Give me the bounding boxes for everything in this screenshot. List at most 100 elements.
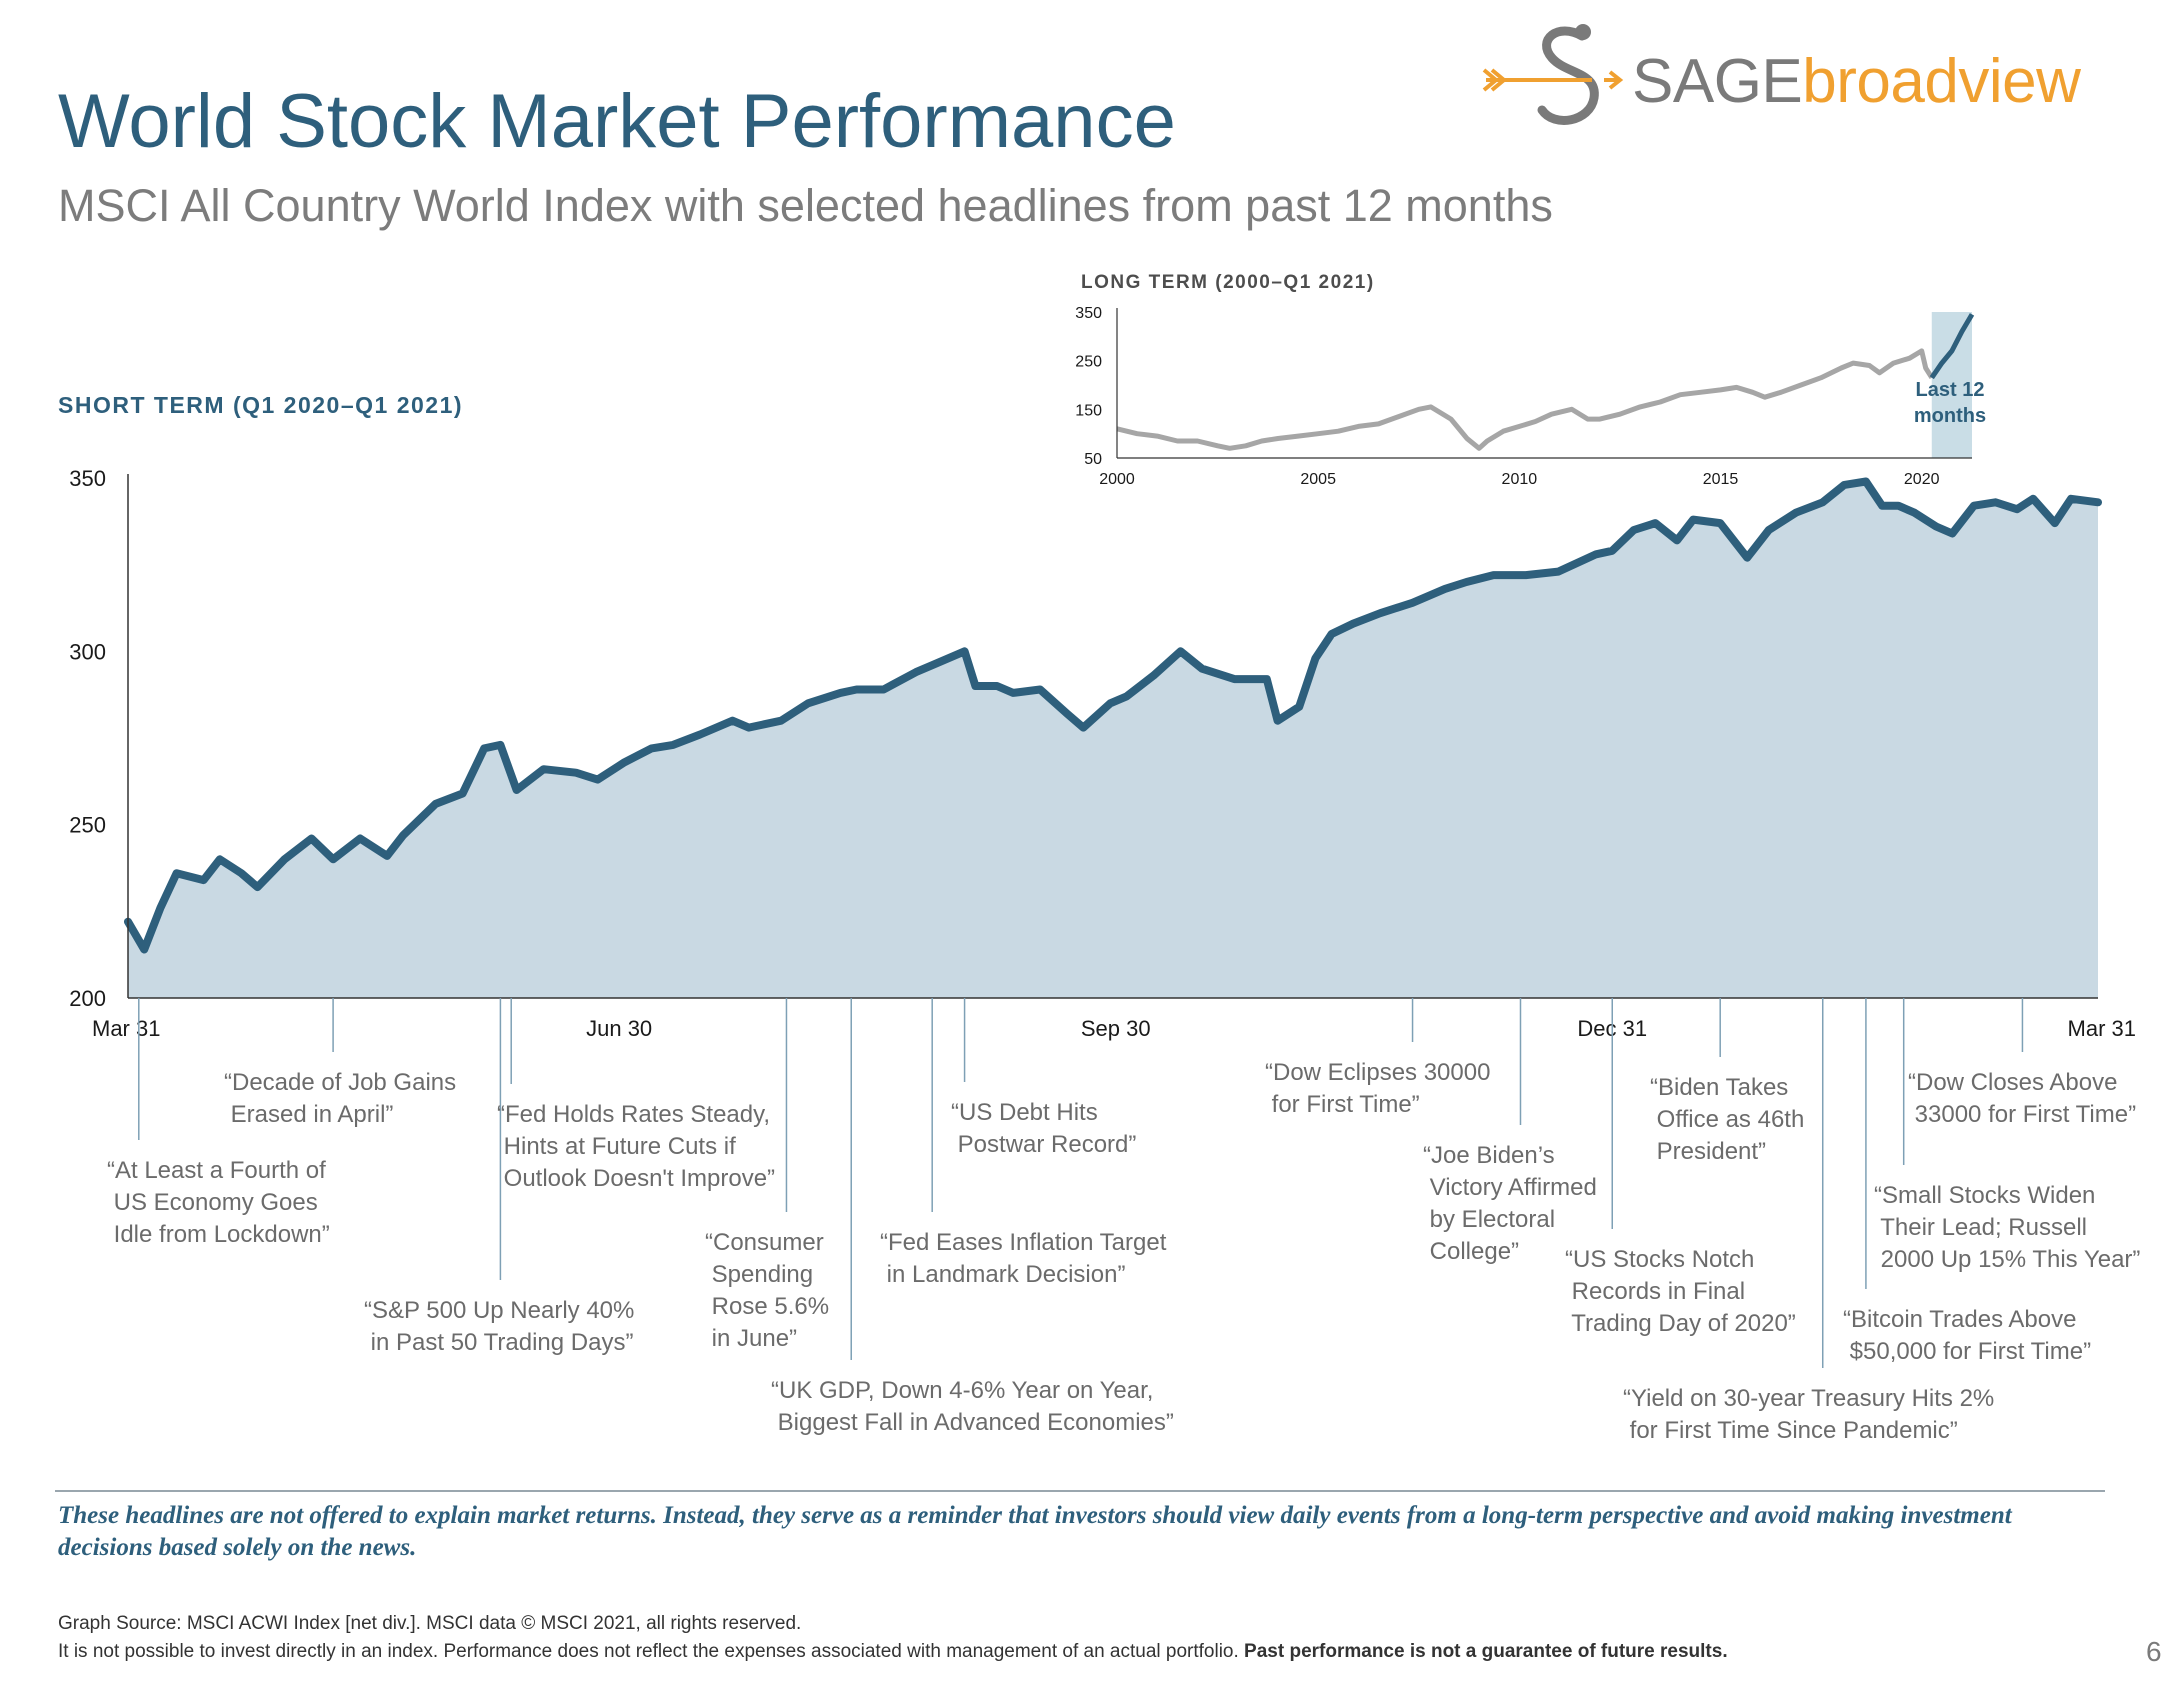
headline-line: Records in Final bbox=[1565, 1278, 1745, 1305]
headline-line: College” bbox=[1423, 1238, 1519, 1265]
y-tick-label: 250 bbox=[69, 813, 106, 838]
headline-annotation: “Fed Eases Inflation Target in Landmark … bbox=[880, 998, 1167, 1288]
headline-annotation: “Fed Holds Rates Steady, Hints at Future… bbox=[497, 998, 775, 1192]
headline-text: “Joe Biden’s Victory Affirmed by Elector… bbox=[1423, 1142, 1597, 1265]
long-term-line-chart: 50 150 250 350 2000 2005 2010 2015 2020 Last 12 mo… bbox=[1075, 305, 1986, 488]
headline-text: “Yield on 30-year Treasury Hits 2% for F… bbox=[1623, 1385, 1994, 1444]
headline-line: Rose 5.6% bbox=[705, 1293, 829, 1320]
headline-line: for First Time” bbox=[1265, 1091, 1420, 1118]
inset-x-tick-label: 2010 bbox=[1502, 471, 1538, 488]
headline-line: “S&P 500 Up Nearly 40% bbox=[364, 1297, 634, 1324]
area-fill bbox=[128, 481, 2098, 998]
headline-line: Erased in April” bbox=[224, 1101, 393, 1128]
annotation-line: Last 12 bbox=[1916, 379, 1985, 401]
logo-sage: SAGE bbox=[1632, 47, 1803, 116]
headline-line: “US Debt Hits bbox=[951, 1099, 1098, 1126]
acwi-index-line bbox=[124, 477, 2102, 954]
long-term-label: LONG TERM (2000–Q1 2021) bbox=[1081, 272, 1375, 293]
headline-line: 2000 Up 15% This Year” bbox=[1874, 1246, 2140, 1273]
annotation-line: months bbox=[1914, 405, 1986, 427]
short-term-label: SHORT TERM (Q1 2020–Q1 2021) bbox=[58, 392, 464, 418]
headline-text: “Fed Eases Inflation Target in Landmark … bbox=[880, 1229, 1167, 1288]
headline-annotation: “Small Stocks Widen Their Lead; Russell … bbox=[1874, 998, 2140, 1273]
headline-annotation: “Dow Eclipses 30000 for First Time” bbox=[1265, 998, 1490, 1118]
headline-line: Spending bbox=[705, 1261, 813, 1288]
page-title: World Stock Market Performance bbox=[58, 79, 1176, 164]
headline-annotation: “Joe Biden’s Victory Affirmed by Elector… bbox=[1423, 998, 1597, 1265]
headline-line: Idle from Lockdown” bbox=[107, 1221, 330, 1248]
headline-annotation: “S&P 500 Up Nearly 40% in Past 50 Tradin… bbox=[364, 998, 634, 1356]
graph-source-note: Graph Source: MSCI ACWI Index [net div.]… bbox=[58, 1613, 802, 1634]
headline-line: “Small Stocks Widen bbox=[1874, 1182, 2095, 1209]
divider-line bbox=[55, 1490, 2105, 1492]
inset-y-tick-label: 50 bbox=[1084, 451, 1102, 468]
headline-text: “At Least a Fourth of US Economy Goes Id… bbox=[107, 1157, 330, 1248]
past-performance-warning: Past performance is not a guarantee of f… bbox=[1244, 1641, 1728, 1662]
headline-line: Office as 46th bbox=[1650, 1106, 1804, 1133]
last-12-months-line bbox=[1929, 313, 1975, 380]
page-subtitle: MSCI All Country World Index with select… bbox=[58, 180, 1553, 231]
x-tick-label: Sep 30 bbox=[1081, 1016, 1151, 1041]
headline-line: Postwar Record” bbox=[951, 1131, 1136, 1158]
index-disclaimer-note: It is not possible to invest directly in… bbox=[58, 1641, 1728, 1663]
headline-line: “At Least a Fourth of bbox=[107, 1157, 326, 1184]
headline-line: “US Stocks Notch bbox=[1565, 1246, 1754, 1273]
y-tick-label: 300 bbox=[69, 639, 106, 664]
headline-line: Trading Day of 2020” bbox=[1565, 1310, 1796, 1337]
inset-x-tick-label: 2005 bbox=[1300, 471, 1336, 488]
last-12-months-highlight bbox=[1931, 312, 1972, 458]
inset-x-tick-label: 2020 bbox=[1904, 471, 1940, 488]
headline-text: “Consumer Spending Rose 5.6% in June” bbox=[705, 1229, 829, 1352]
headline-line: Hints at Future Cuts if bbox=[497, 1133, 736, 1160]
headline-disclaimer: These headlines are not offered to expla… bbox=[58, 1502, 2012, 1561]
headline-line: Outlook Doesn't Improve” bbox=[497, 1165, 775, 1192]
x-tick-label: Mar 31 bbox=[92, 1016, 160, 1041]
inset-y-tick-label: 250 bbox=[1075, 354, 1102, 371]
headline-annotation: “Bitcoin Trades Above $50,000 for First … bbox=[1843, 998, 2091, 1365]
headline-annotation: “Consumer Spending Rose 5.6% in June” bbox=[705, 998, 829, 1352]
headline-text: “Decade of Job Gains Erased in April” bbox=[224, 1069, 456, 1128]
inset-x-tick-label: 2015 bbox=[1703, 471, 1739, 488]
headline-line: “Fed Holds Rates Steady, bbox=[497, 1101, 770, 1128]
inset-y-tick-label: 350 bbox=[1075, 305, 1102, 322]
headline-line: by Electoral bbox=[1423, 1206, 1555, 1233]
headline-text: “Bitcoin Trades Above $50,000 for First … bbox=[1843, 1306, 2091, 1365]
index-disclaimer-text: It is not possible to invest directly in… bbox=[58, 1641, 1245, 1662]
headline-line: in June” bbox=[705, 1325, 797, 1352]
headline-line: “Bitcoin Trades Above bbox=[1843, 1306, 2076, 1333]
inset-y-tick-label: 150 bbox=[1075, 402, 1102, 419]
headline-text: “Dow Eclipses 30000 for First Time” bbox=[1265, 1059, 1490, 1118]
headline-text: “US Debt Hits Postwar Record” bbox=[951, 1099, 1136, 1158]
headline-text: “Biden Takes Office as 46th President” bbox=[1650, 1074, 1804, 1165]
x-tick-label: Jun 30 bbox=[586, 1016, 652, 1041]
headline-text: “S&P 500 Up Nearly 40% in Past 50 Tradin… bbox=[364, 1297, 634, 1356]
headline-line: Biggest Fall in Advanced Economies” bbox=[771, 1409, 1174, 1436]
headline-text: “Dow Closes Above 33000 for First Time” bbox=[1908, 1069, 2136, 1128]
logo-broadview: broadview bbox=[1802, 47, 2081, 116]
headline-line: Their Lead; Russell bbox=[1874, 1214, 2087, 1241]
headline-line: President” bbox=[1650, 1138, 1766, 1165]
sage-broadview-wordmark: SAGEbroadview bbox=[1632, 46, 2081, 117]
page-number: 6 bbox=[2146, 1636, 2162, 1667]
headline-annotation: “At Least a Fourth of US Economy Goes Id… bbox=[107, 998, 330, 1248]
headline-line: “Yield on 30-year Treasury Hits 2% bbox=[1623, 1385, 1994, 1412]
headline-text: “UK GDP, Down 4-6% Year on Year, Biggest… bbox=[771, 1377, 1174, 1436]
inset-x-tick-label: 2000 bbox=[1099, 471, 1135, 488]
y-tick-label: 200 bbox=[69, 986, 106, 1011]
headline-line: “Consumer bbox=[705, 1229, 824, 1256]
last-12-months-annotation: Last 12 months bbox=[1914, 379, 1986, 427]
headline-line: “Fed Eases Inflation Target bbox=[880, 1229, 1167, 1256]
headline-line: “Biden Takes bbox=[1650, 1074, 1788, 1101]
headline-annotation: “Biden Takes Office as 46th President” bbox=[1650, 998, 1804, 1165]
headline-text: “US Stocks Notch Records in Final Tradin… bbox=[1565, 1246, 1796, 1337]
headline-annotation: “Dow Closes Above 33000 for First Time” bbox=[1908, 998, 2136, 1128]
headline-line: “UK GDP, Down 4-6% Year on Year, bbox=[771, 1377, 1153, 1404]
headline-line: 33000 for First Time” bbox=[1908, 1101, 2136, 1128]
headline-annotation: “UK GDP, Down 4-6% Year on Year, Biggest… bbox=[771, 998, 1174, 1436]
y-tick-label: 350 bbox=[69, 466, 106, 491]
headline-line: in Landmark Decision” bbox=[880, 1261, 1125, 1288]
headline-line: Victory Affirmed bbox=[1423, 1174, 1597, 1201]
headline-line: US Economy Goes bbox=[107, 1189, 318, 1216]
headline-line: in Past 50 Trading Days” bbox=[364, 1329, 633, 1356]
